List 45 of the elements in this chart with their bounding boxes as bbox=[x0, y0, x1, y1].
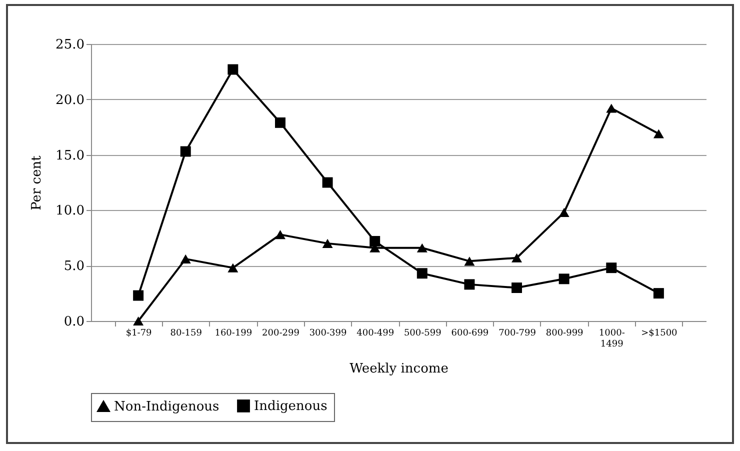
y-tick-label: 15.0 bbox=[56, 148, 84, 164]
x-tick-label: 800-999 bbox=[546, 328, 584, 338]
point bbox=[274, 117, 286, 128]
x-tick-label: >$1500 bbox=[641, 328, 678, 338]
point bbox=[133, 290, 144, 301]
point bbox=[416, 243, 428, 252]
x-tick-label: 80-159 bbox=[170, 328, 202, 338]
point bbox=[370, 236, 380, 246]
point bbox=[653, 288, 664, 299]
x-tick-label: 600-699 bbox=[451, 328, 489, 338]
point bbox=[606, 104, 617, 113]
point bbox=[133, 316, 144, 326]
x-tick-label: 400-499 bbox=[356, 328, 394, 338]
x-tick-label: 700-799 bbox=[498, 328, 536, 338]
y-tick-label: 20.0 bbox=[56, 92, 84, 108]
point bbox=[180, 254, 191, 264]
point bbox=[322, 238, 333, 248]
point bbox=[464, 279, 475, 290]
x-tick-label: 1000-1499 bbox=[598, 328, 625, 350]
x-tick-label: 500-599 bbox=[404, 328, 442, 338]
y-tick-label: 25.0 bbox=[56, 38, 84, 52]
y-tick-label: 5.0 bbox=[64, 259, 84, 274]
y-axis-title: Per cent bbox=[30, 154, 45, 210]
point bbox=[228, 263, 238, 272]
point bbox=[606, 262, 617, 274]
x-tick-label: 160-199 bbox=[214, 328, 252, 338]
point bbox=[274, 230, 286, 240]
x-axis-title: Weekly income bbox=[350, 362, 449, 376]
y-tick-label: 0.0 bbox=[64, 314, 84, 330]
point bbox=[512, 282, 522, 294]
point bbox=[228, 64, 238, 75]
point bbox=[653, 129, 664, 138]
point bbox=[512, 253, 522, 262]
point bbox=[464, 256, 475, 266]
x-tick-label: 300-399 bbox=[309, 328, 348, 338]
x-tick-label: 200-299 bbox=[262, 328, 300, 338]
legend-label: Non-Indigenous bbox=[114, 399, 220, 414]
x-tick-label: $1-79 bbox=[126, 328, 152, 338]
point bbox=[558, 274, 570, 284]
point bbox=[416, 268, 428, 279]
point bbox=[180, 146, 191, 157]
point bbox=[322, 177, 333, 188]
legend-label: Indigenous bbox=[254, 398, 328, 414]
y-tick-label: 10.0 bbox=[56, 204, 84, 219]
point bbox=[558, 208, 570, 217]
